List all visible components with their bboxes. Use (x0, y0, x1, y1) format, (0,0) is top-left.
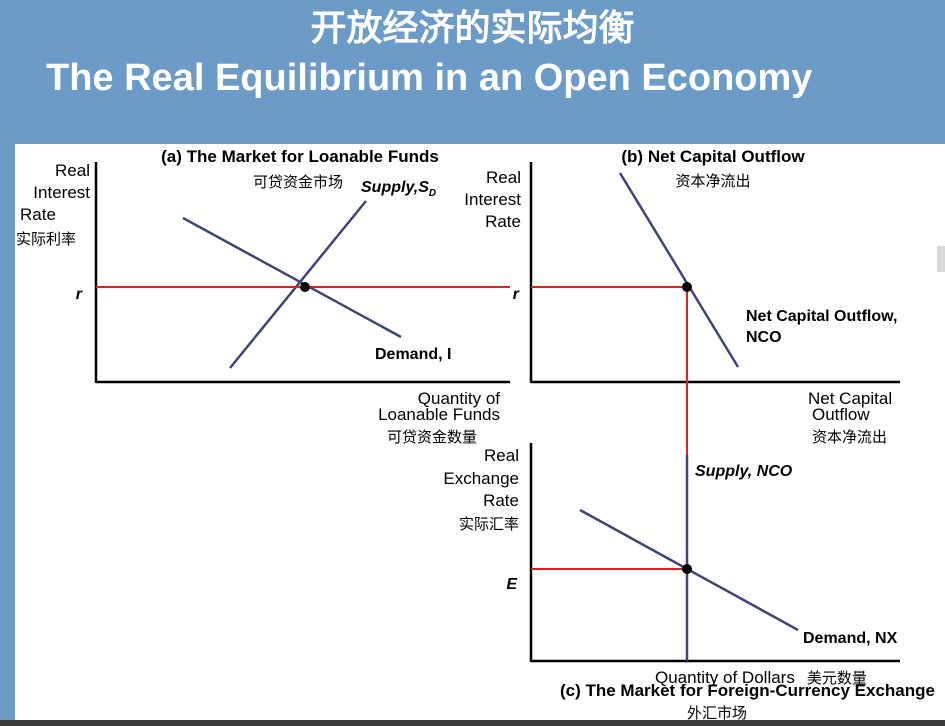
panel-a-supply-curve (229, 200, 367, 369)
title-english: The Real Equilibrium in an Open Economy (46, 57, 813, 99)
panel-b-curve-label-2: NCO (746, 329, 782, 346)
panel-a-ylabel-2: Interest (33, 183, 90, 202)
panel-c: Real Exchange Rate 实际汇率 Supply, NCO E De… (443, 443, 935, 722)
panel-a-demand-curve (182, 216, 402, 339)
panel-a-xlabel-2: Loanable Funds (378, 405, 500, 424)
panel-c-eq-point (682, 564, 692, 574)
panel-b: (b) Net Capital Outflow 资本净流出 Real Inter… (464, 147, 900, 455)
panel-a-title: (a) The Market for Loanable Funds (161, 147, 439, 166)
panel-a-ylabel-1: Real (55, 161, 90, 180)
panel-c-eq-label: E (506, 576, 518, 593)
panel-c-demand-label: Demand, NX (803, 630, 898, 647)
panel-b-nco-curve (618, 172, 740, 368)
panel-a-eq-label: r (76, 286, 83, 303)
panel-a-supply-label: Supply,SD (361, 179, 436, 199)
diagram-panel (15, 144, 945, 720)
panel-b-curve-label-1: Net Capital Outflow, (746, 308, 897, 325)
panel-b-xlabel-2: Outflow (812, 405, 870, 424)
panel-a-ylabel-3: Rate (20, 205, 56, 224)
panel-c-ylabel-2: Exchange (443, 469, 519, 488)
panel-b-ylabel-2: Interest (464, 190, 521, 209)
panel-c-title-zh: 外汇市场 (687, 704, 747, 722)
panel-b-eq-point (682, 282, 692, 292)
panel-b-ylabel-1: Real (486, 168, 521, 187)
panel-a-xlabel-zh: 可贷资金数量 (387, 428, 477, 446)
panel-b-eq-label: r (513, 286, 520, 303)
panel-b-xlabel-zh: 资本净流出 (812, 428, 887, 446)
panel-a-ylabel-zh: 实际利率 (16, 230, 76, 248)
panel-b-title: (b) Net Capital Outflow (621, 147, 805, 166)
panel-c-xlabel: Quantity of Dollars 美元数量 (655, 668, 867, 687)
panel-c-ylabel-zh: 实际汇率 (459, 515, 519, 533)
title-chinese: 开放经济的实际均衡 (310, 8, 635, 49)
panel-b-title-zh: 资本净流出 (675, 172, 750, 190)
bottom-bar (0, 720, 945, 726)
scrollbar-thumb[interactable] (937, 246, 945, 272)
panel-a: (a) The Market for Loanable Funds 可贷资金市场… (16, 147, 510, 446)
panel-c-ylabel-1: Real (484, 446, 519, 465)
panel-c-title: (c) The Market for Foreign-Currency Exch… (560, 681, 935, 700)
panel-a-title-zh: 可贷资金市场 (253, 173, 343, 191)
panel-b-xlabel-1: Net Capital (808, 389, 892, 408)
panel-a-demand-label: Demand, I (375, 346, 451, 363)
panel-c-ylabel-3: Rate (483, 491, 519, 510)
panel-b-ylabel-3: Rate (485, 212, 521, 231)
panel-a-xlabel-1: Quantity of (418, 389, 500, 408)
panel-c-supply-label: Supply, NCO (695, 463, 793, 480)
panel-a-eq-point (300, 282, 310, 292)
